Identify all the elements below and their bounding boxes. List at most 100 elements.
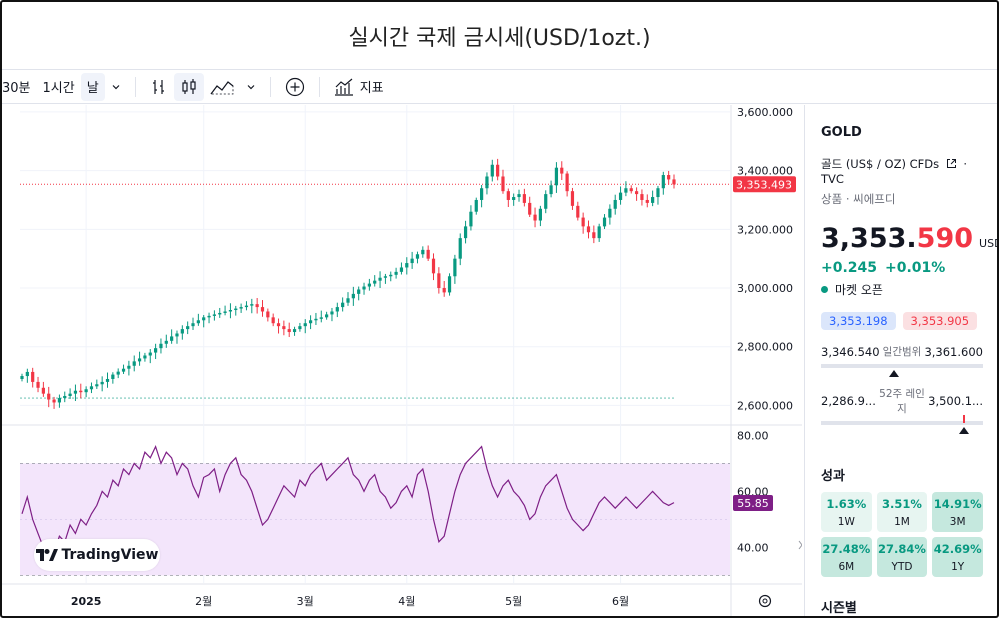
price-currency: USD xyxy=(979,237,997,250)
candle-body xyxy=(164,340,168,344)
candle-body xyxy=(421,249,425,255)
candle-body xyxy=(266,311,270,318)
page-title: 실시간 국제 금시세(USD/1ozt.) xyxy=(2,2,997,70)
candle-body xyxy=(383,276,388,278)
candle-body xyxy=(116,371,120,375)
candle-body xyxy=(672,179,676,185)
candle-body xyxy=(656,188,660,198)
candle-body xyxy=(544,194,548,209)
rsi-series-line xyxy=(21,444,675,560)
candle-body xyxy=(629,188,633,192)
candle-body xyxy=(437,273,441,289)
tradingview-logo[interactable]: TradingView xyxy=(34,539,160,571)
candle-body xyxy=(68,393,72,397)
price-tick-label: 3,600.000 xyxy=(737,106,793,119)
candle-body xyxy=(73,390,78,394)
indicators-label: 지표 xyxy=(359,81,384,96)
performance-cell-3m[interactable]: 14.91% 3M xyxy=(932,492,983,532)
time-tick-label: 6월 xyxy=(612,595,629,608)
chart-area[interactable]: 3,600.000 3,400.000 3,200.000 3,000.000 2,80… xyxy=(2,105,803,616)
performance-value: 3.51% xyxy=(882,497,922,511)
candle-body xyxy=(351,293,355,299)
candle-body xyxy=(634,191,639,195)
chevron-down-icon[interactable] xyxy=(105,73,127,101)
candle-body xyxy=(501,176,505,192)
seasonals-title[interactable]: 시즌별 xyxy=(821,601,857,616)
candle-body xyxy=(298,326,302,330)
candle-body xyxy=(517,194,521,198)
interval-30m-button[interactable]: 30분 xyxy=(2,81,31,96)
candle-body xyxy=(175,333,179,337)
day-range-low: 3,346.540 xyxy=(821,344,880,359)
candle-body xyxy=(399,267,404,272)
candle-body xyxy=(357,289,361,294)
candle-body xyxy=(47,393,51,400)
symbol-name[interactable]: GOLD xyxy=(821,125,862,140)
candle-body xyxy=(105,378,110,382)
candle-body xyxy=(522,194,526,203)
candle-body xyxy=(282,326,286,330)
performance-value: 14.91% xyxy=(933,497,982,511)
symbol-desc-text[interactable]: 골드 (US$ / OZ) CFDs xyxy=(821,157,940,171)
price-integer: 3,353. xyxy=(821,223,917,254)
indicators-icon xyxy=(334,78,353,96)
candle-body xyxy=(63,396,67,399)
candle-body xyxy=(651,197,655,203)
candle-body xyxy=(180,329,184,334)
rsi-tick-label: 80.00 xyxy=(737,429,769,442)
area-chart-icon[interactable] xyxy=(204,73,240,101)
candle-body xyxy=(57,398,62,403)
performance-cell-6m[interactable]: 27.48% 6M xyxy=(821,537,872,577)
candle-body xyxy=(528,202,532,215)
symbol-category: 상품 · 씨에프디 xyxy=(821,192,896,206)
performance-period: YTD xyxy=(891,561,913,573)
performance-cell-1m[interactable]: 3.51% 1M xyxy=(876,492,928,532)
market-open-dot-icon xyxy=(821,286,828,293)
candles-style-icon[interactable] xyxy=(173,72,204,101)
indicators-button[interactable]: 지표 xyxy=(328,73,390,101)
bid-price: 3,353.198 xyxy=(821,312,896,330)
performance-cell-1y[interactable]: 42.69% 1Y xyxy=(932,537,983,577)
candle-body xyxy=(586,226,591,233)
bars-style-icon[interactable] xyxy=(144,73,174,101)
ask-price: 3,353.905 xyxy=(902,312,978,330)
interval-day-button[interactable]: 날 xyxy=(80,72,105,101)
candle-body xyxy=(367,283,371,287)
52wk-current-tick xyxy=(963,415,966,423)
compare-add-icon[interactable] xyxy=(279,73,311,101)
performance-cell-ytd[interactable]: 27.84% YTD xyxy=(876,537,928,577)
candle-body xyxy=(469,211,473,227)
time-tick-label: 2025 xyxy=(71,595,102,608)
candle-body xyxy=(405,263,409,268)
candle-body xyxy=(549,185,553,195)
candle-body xyxy=(661,175,665,189)
candle-body xyxy=(645,199,649,203)
chevron-down-icon[interactable] xyxy=(240,73,262,101)
performance-title: 성과 xyxy=(821,469,845,484)
interval-1h-button[interactable]: 1시간 xyxy=(42,81,75,96)
change-percent: +0.01% xyxy=(885,260,946,276)
candle-body xyxy=(480,188,484,200)
candle-body xyxy=(121,368,126,372)
rsi-current-label: 55.85 xyxy=(737,497,769,510)
day-range-high: 3,361.600 xyxy=(924,344,983,359)
candle-body xyxy=(447,276,452,293)
candle-body xyxy=(186,326,190,330)
candle-body xyxy=(496,164,500,177)
candle-body xyxy=(228,310,233,312)
performance-period: 1M xyxy=(894,516,910,528)
external-link-icon[interactable] xyxy=(946,158,957,169)
performance-value: 27.84% xyxy=(878,542,926,556)
candle-body xyxy=(79,390,83,393)
symbol-description: 골드 (US$ / OZ) CFDs · TVC xyxy=(821,157,968,186)
settings-gear-icon[interactable] xyxy=(758,594,772,608)
current-price-badge xyxy=(733,176,796,193)
price-tick-label: 3,400.000 xyxy=(737,165,793,178)
candle-body xyxy=(602,217,607,227)
candle-body xyxy=(506,191,510,200)
52wk-range-bar xyxy=(821,415,983,434)
candle-body xyxy=(463,226,468,239)
candle-body xyxy=(533,214,537,221)
performance-cell-1w[interactable]: 1.63% 1W xyxy=(821,492,872,532)
52wk-range-low: 2,286.9... xyxy=(821,394,876,408)
